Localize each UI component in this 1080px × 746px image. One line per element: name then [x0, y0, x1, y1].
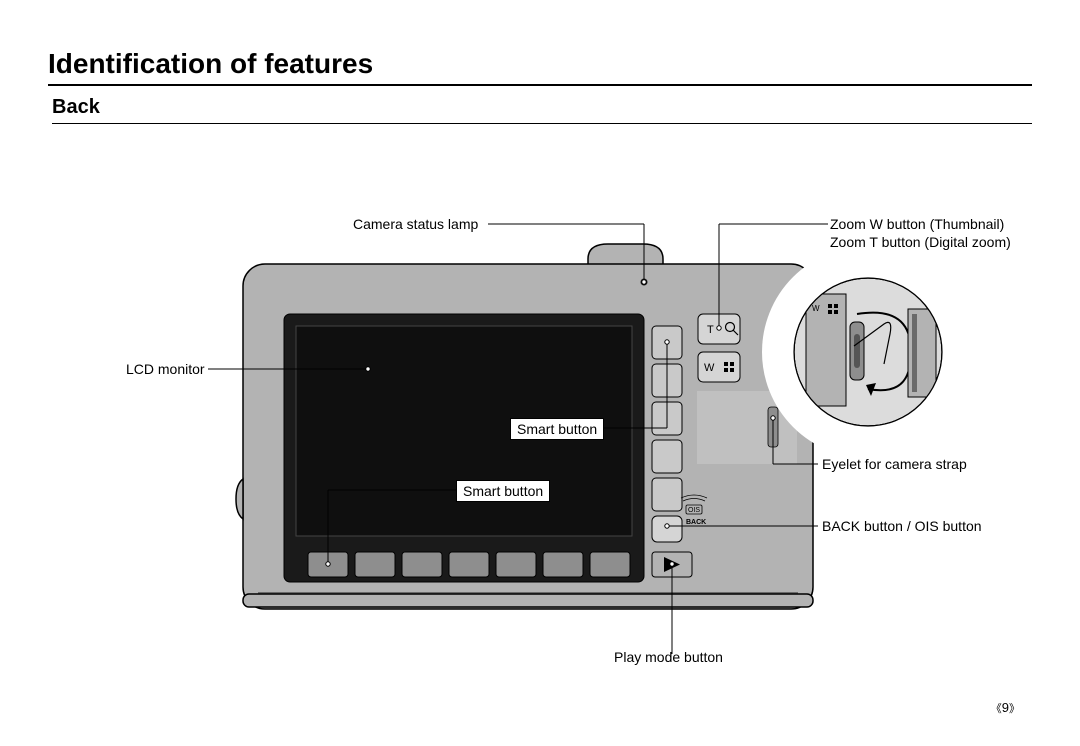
label-zoom-t: Zoom T button (Digital zoom): [830, 234, 1011, 250]
label-camera-status-lamp: Camera status lamp: [353, 216, 478, 232]
label-back-ois: BACK button / OIS button: [822, 518, 982, 534]
label-smart-button-2: Smart button: [456, 480, 550, 502]
svg-text:W: W: [812, 304, 820, 313]
bottom-smart-buttons: [308, 552, 630, 577]
svg-text:W: W: [704, 362, 715, 374]
label-smart-button-1: Smart button: [510, 418, 604, 440]
page-subtitle: Back: [52, 96, 1032, 124]
diagram-container: T W OIS BACK W: [48, 164, 1032, 704]
label-play-mode: Play mode button: [614, 649, 723, 665]
label-eyelet: Eyelet for camera strap: [822, 456, 967, 472]
page-title: Identification of features: [48, 48, 1032, 86]
svg-text:T: T: [707, 324, 714, 336]
label-lcd-monitor: LCD monitor: [126, 361, 205, 377]
svg-text:OIS: OIS: [688, 507, 700, 514]
label-zoom-w: Zoom W button (Thumbnail): [830, 216, 1004, 232]
svg-text:BACK: BACK: [686, 519, 706, 526]
page-number: 《9》: [991, 700, 1020, 716]
